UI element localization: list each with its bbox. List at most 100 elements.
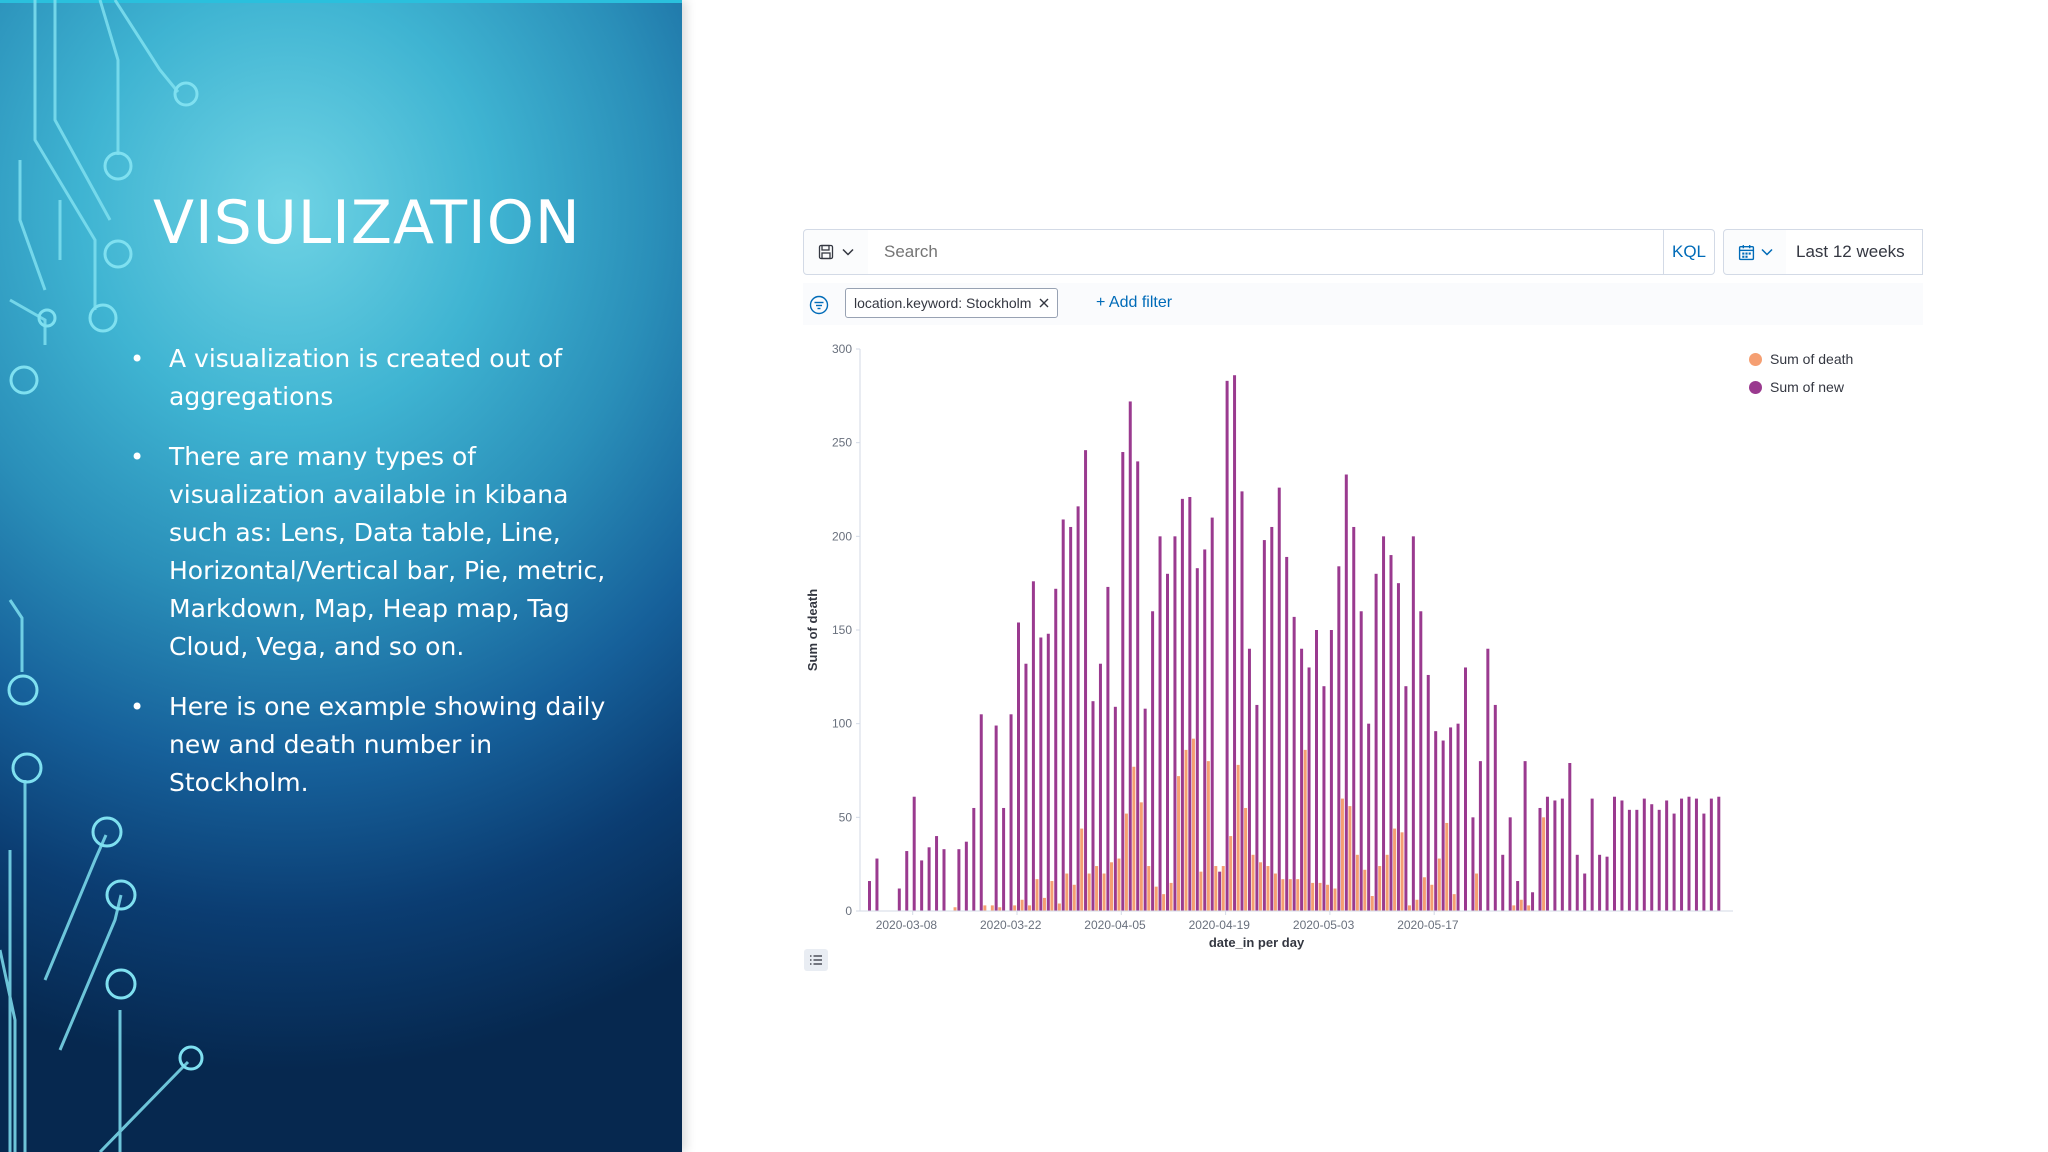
bar-new[interactable]	[912, 796, 916, 911]
bar-new[interactable]	[1158, 536, 1162, 911]
bar-death[interactable]	[1363, 869, 1367, 911]
bar-death[interactable]	[990, 905, 994, 911]
bar-death[interactable]	[1437, 858, 1441, 911]
bar-new[interactable]	[1508, 817, 1512, 911]
bar-new[interactable]	[1039, 637, 1043, 911]
bar-death[interactable]	[1169, 882, 1173, 911]
bar-death[interactable]	[1266, 866, 1270, 911]
bar-new[interactable]	[1121, 452, 1125, 911]
bar-death[interactable]	[1139, 802, 1143, 911]
bar-new[interactable]	[1106, 586, 1110, 911]
bar-death[interactable]	[1035, 879, 1039, 911]
bar-new[interactable]	[1195, 568, 1199, 911]
bar-death[interactable]	[1087, 873, 1091, 911]
bar-new[interactable]	[1680, 798, 1684, 911]
bar-new[interactable]	[972, 807, 976, 911]
bar-new[interactable]	[994, 725, 998, 911]
bar-new[interactable]	[1255, 704, 1259, 911]
bar-new[interactable]	[1486, 648, 1490, 911]
bar-new[interactable]	[1642, 798, 1646, 911]
bar-new[interactable]	[1493, 704, 1497, 911]
bar-new[interactable]	[1180, 498, 1184, 911]
date-quick-select[interactable]	[1723, 229, 1787, 275]
bar-new[interactable]	[1069, 526, 1073, 911]
bar-new[interactable]	[1449, 727, 1453, 911]
bar-new[interactable]	[1627, 809, 1631, 911]
bar-new[interactable]	[1002, 807, 1006, 911]
bar-death[interactable]	[1326, 884, 1330, 911]
bar-death[interactable]	[1333, 888, 1337, 911]
filter-pill[interactable]: location.keyword: Stockholm	[845, 288, 1059, 318]
bar-new[interactable]	[1396, 583, 1400, 911]
bar-death[interactable]	[1415, 899, 1419, 911]
bar-new[interactable]	[897, 888, 901, 911]
bar-death[interactable]	[1102, 873, 1106, 911]
bar-new[interactable]	[942, 849, 946, 911]
bar-death[interactable]	[1020, 899, 1024, 911]
bar-new[interactable]	[1389, 555, 1393, 911]
bar-new[interactable]	[1084, 450, 1088, 911]
bar-new[interactable]	[875, 858, 879, 911]
bar-new[interactable]	[1322, 686, 1326, 911]
bar-new[interactable]	[920, 860, 924, 911]
bar-new[interactable]	[935, 836, 939, 911]
search-input[interactable]	[868, 229, 1663, 275]
saved-query-button[interactable]	[803, 229, 869, 275]
bar-death[interactable]	[1124, 813, 1128, 911]
bar-new[interactable]	[1046, 633, 1050, 911]
bar-new[interactable]	[1128, 401, 1132, 911]
bar-new[interactable]	[1315, 630, 1318, 911]
bar-new[interactable]	[1613, 796, 1616, 911]
bar-new[interactable]	[1262, 540, 1266, 911]
bar-new[interactable]	[1024, 663, 1028, 911]
bar-new[interactable]	[1277, 487, 1281, 911]
bar-death[interactable]	[1236, 764, 1240, 911]
bar-new[interactable]	[1382, 536, 1386, 911]
bar-new[interactable]	[1188, 496, 1192, 911]
bar-death[interactable]	[1303, 749, 1307, 911]
bar-new[interactable]	[1672, 813, 1676, 911]
bar-new[interactable]	[1218, 871, 1222, 911]
bar-new[interactable]	[1210, 517, 1214, 911]
bar-new[interactable]	[1367, 723, 1371, 911]
bar-new[interactable]	[1285, 556, 1289, 911]
bar-new[interactable]	[1665, 800, 1669, 911]
bar-new[interactable]	[927, 847, 931, 911]
close-icon[interactable]	[1039, 298, 1049, 308]
bar-death[interactable]	[1288, 879, 1292, 911]
bar-new[interactable]	[905, 851, 909, 911]
bar-death[interactable]	[983, 905, 987, 911]
legend-item-new[interactable]: Sum of new	[1749, 373, 1853, 401]
bar-new[interactable]	[1575, 854, 1579, 911]
bar-new[interactable]	[1590, 798, 1594, 911]
bar-death[interactable]	[1259, 862, 1262, 911]
bar-new[interactable]	[1568, 763, 1572, 911]
bar-new[interactable]	[1166, 573, 1169, 911]
bar-death[interactable]	[1422, 877, 1426, 911]
bar-new[interactable]	[1225, 380, 1229, 911]
bar-new[interactable]	[868, 881, 871, 911]
bar-death[interactable]	[1273, 873, 1277, 911]
bar-death[interactable]	[1065, 873, 1069, 911]
bar-death[interactable]	[1147, 866, 1151, 911]
bar-death[interactable]	[1162, 894, 1166, 911]
bar-death[interactable]	[1408, 905, 1411, 911]
bar-new[interactable]	[957, 849, 961, 911]
bar-death[interactable]	[1191, 738, 1195, 911]
bar-death[interactable]	[1206, 761, 1210, 911]
bar-new[interactable]	[1694, 798, 1698, 911]
bar-death[interactable]	[1132, 766, 1136, 911]
bar-new[interactable]	[1441, 740, 1445, 911]
bar-new[interactable]	[1270, 526, 1274, 911]
bar-death[interactable]	[1199, 871, 1203, 911]
bar-new[interactable]	[1560, 798, 1564, 911]
legend-item-death[interactable]: Sum of death	[1749, 345, 1853, 373]
bar-new[interactable]	[1501, 854, 1505, 911]
bar-new[interactable]	[1404, 686, 1408, 911]
bar-death[interactable]	[1445, 822, 1449, 911]
bar-new[interactable]	[1300, 648, 1304, 911]
bar-new[interactable]	[1329, 630, 1333, 911]
bar-new[interactable]	[1709, 798, 1713, 911]
filter-icon[interactable]	[809, 295, 829, 315]
bar-new[interactable]	[1583, 873, 1587, 911]
